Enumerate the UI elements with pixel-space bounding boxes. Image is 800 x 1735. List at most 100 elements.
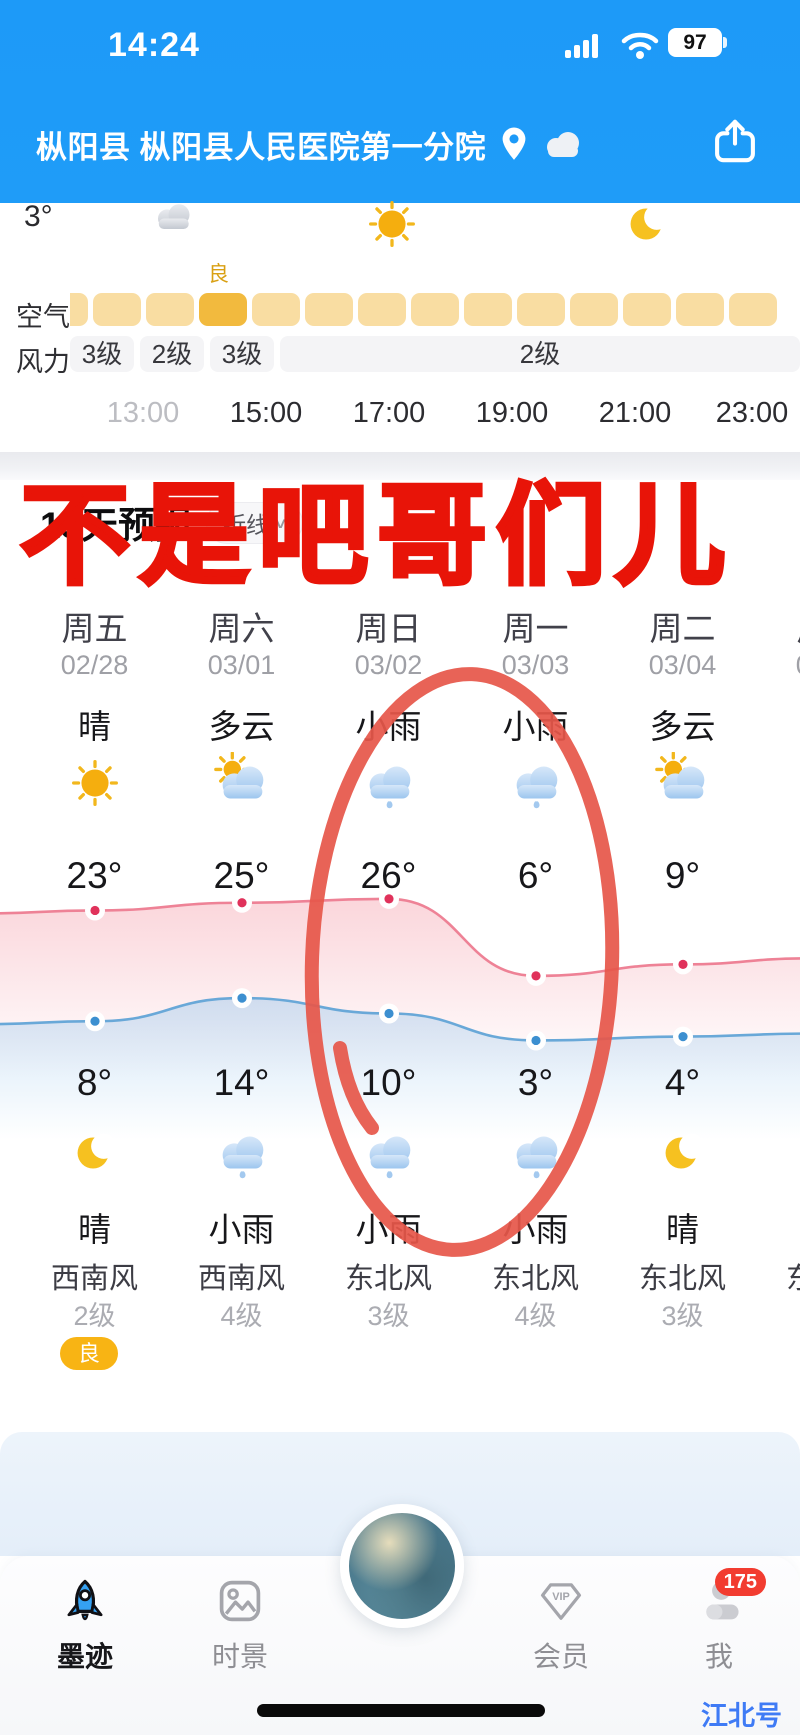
high-temp: 9° <box>664 855 701 896</box>
moon-icon <box>617 193 670 241</box>
day-date: 03/05 <box>756 650 800 681</box>
app-header: 14:24 97 枞阳县 枞阳县人民医院第一分院 <box>0 0 800 203</box>
wind-level: 3级 <box>661 1301 704 1331</box>
air-quality-segment <box>623 293 671 326</box>
sun-icon <box>361 193 415 247</box>
rain-icon <box>168 1122 315 1192</box>
day-date: 02/28 <box>60 650 129 680</box>
nav-item-时景[interactable]: 时景 <box>185 1578 295 1675</box>
low-temp: 8° <box>76 1062 113 1103</box>
forecast-day-column[interactable]: 周三03/05 东北风 <box>756 0 800 1430</box>
air-quality-segment <box>358 293 406 326</box>
air-quality-bars <box>70 293 800 326</box>
wind-row-label: 风力 <box>16 347 70 377</box>
air-quality-segment <box>252 293 300 326</box>
nav-label: 墨迹 <box>56 1641 113 1672</box>
day-name: 周五 <box>61 610 128 647</box>
day-date: 03/01 <box>207 650 276 680</box>
hourly-time-label: 23:00 <box>715 397 789 429</box>
hourly-time-label: 13:00 <box>106 397 180 429</box>
air-quality-segment <box>517 293 565 326</box>
wind-level-row: 3级 2级 3级 2级 <box>70 336 800 372</box>
forecast-day-column[interactable]: 周五 02/28 晴 23° 8° 晴西南风 2级 <box>21 0 168 1430</box>
air-quality-segment <box>729 293 777 326</box>
nav-item-会员[interactable]: VIP 会员 <box>506 1578 616 1675</box>
view-mode-toggle[interactable]: 折线 ∨ <box>206 502 303 544</box>
location-pin-icon <box>502 127 526 160</box>
night-condition: 晴 <box>78 1211 111 1248</box>
hourly-temp-label: 3° <box>24 200 53 233</box>
rocket-icon <box>62 1579 108 1628</box>
wind-direction: 东北风 <box>638 1263 726 1295</box>
nav-label: 会员 <box>532 1641 589 1672</box>
nav-item-墨迹[interactable]: 墨迹 <box>30 1578 140 1675</box>
wind-level: 2级 <box>73 1301 116 1331</box>
air-quality-segment <box>305 293 353 326</box>
low-temp: 10° <box>360 1062 417 1103</box>
air-quality-segment <box>70 293 88 326</box>
profile-icon <box>696 1581 742 1628</box>
day-condition: 小雨 <box>502 708 569 745</box>
battery-icon: 97 <box>668 28 727 57</box>
hourly-time-label: 19:00 <box>475 397 549 429</box>
wind-level-box: 3级 <box>70 336 134 372</box>
wind-level: 3级 <box>367 1301 410 1331</box>
header-location[interactable]: 枞阳县 枞阳县人民医院第一分院 <box>36 120 588 168</box>
forecast-title: 15天预报 <box>40 505 193 546</box>
home-indicator[interactable] <box>257 1704 545 1717</box>
air-quality-tag: 良 <box>208 263 229 286</box>
day-name: 周六 <box>208 610 275 647</box>
night-condition: 小雨 <box>208 1211 275 1248</box>
nav-item-我[interactable]: 175 我 <box>664 1568 774 1675</box>
wind-level-box: 2级 <box>140 336 204 372</box>
day-condition: 小雨 <box>355 708 422 745</box>
wifi-icon <box>621 32 659 59</box>
rain-icon <box>315 1122 462 1192</box>
air-quality-segment <box>676 293 724 326</box>
hourly-times: 13:00 15:00 17:00 19:00 21:00 23:00 <box>0 397 800 429</box>
low-temp: 3° <box>517 1062 554 1103</box>
wind-direction: 东北风 <box>756 1255 800 1297</box>
rain-icon <box>462 752 609 822</box>
wind-direction: 西南风 <box>197 1263 285 1295</box>
cloud-icon <box>756 752 800 822</box>
air-quality-segment <box>464 293 512 326</box>
svg-text:VIP: VIP <box>552 1591 570 1603</box>
rain-icon <box>462 1122 609 1192</box>
day-date: 03/02 <box>354 650 423 680</box>
aqi-badge: 良 <box>60 1337 118 1370</box>
day-condition: 多云 <box>649 708 716 745</box>
high-temp: 25° <box>213 855 270 896</box>
section-divider <box>0 452 800 480</box>
forecast-day-column[interactable]: 周六 03/01 多云 25° 14° 小雨西南风 4级 <box>168 0 315 1430</box>
moon-icon <box>21 1122 168 1192</box>
wind-level-box: 2级 <box>280 336 800 372</box>
high-temp: 6° <box>517 855 554 896</box>
low-temp: 4° <box>664 1062 701 1103</box>
day-name: 周一 <box>502 610 569 647</box>
chevron-down-icon: ∨ <box>272 515 289 532</box>
air-quality-segment <box>146 293 194 326</box>
air-quality-segment <box>570 293 618 326</box>
view-mode-label: 折线 <box>223 512 269 538</box>
globe-button[interactable] <box>340 1504 464 1628</box>
forecast-day-column[interactable]: 周二 03/04 多云 9° 4° 晴东北风 3级 <box>609 0 756 1430</box>
vip-diamond-icon: VIP <box>538 1583 584 1628</box>
partly-icon <box>168 751 315 822</box>
day-condition: 多云 <box>208 708 275 745</box>
air-quality-segment <box>199 293 247 326</box>
wind-direction: 东北风 <box>491 1263 579 1295</box>
hourly-time-label: 17:00 <box>352 397 426 429</box>
cloud-icon <box>149 193 197 241</box>
rain-icon <box>315 752 462 822</box>
forecast-day-column[interactable]: 周一 03/03 小雨 6° 3° 小雨 东北风 4级 <box>462 0 609 1430</box>
wind-level: 4级 <box>220 1301 263 1331</box>
low-temp: 14° <box>213 1062 270 1103</box>
forecast-day-column[interactable]: 周日 03/02 小雨 26° 10° 小雨 东北风 3级 <box>315 0 462 1430</box>
day-condition: 晴 <box>78 708 111 745</box>
wind-direction: 东北风 <box>344 1263 432 1295</box>
share-icon[interactable] <box>712 118 758 164</box>
air-quality-segment <box>93 293 141 326</box>
nav-label: 我 <box>704 1641 733 1672</box>
